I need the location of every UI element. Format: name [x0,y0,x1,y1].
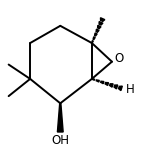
Polygon shape [92,79,95,80]
Polygon shape [95,33,97,36]
Polygon shape [99,22,103,25]
Polygon shape [100,18,105,21]
Text: O: O [114,52,123,65]
Polygon shape [57,103,63,132]
Polygon shape [98,25,101,29]
Polygon shape [105,83,108,85]
Polygon shape [93,37,95,39]
Polygon shape [92,41,93,43]
Polygon shape [96,80,99,82]
Polygon shape [114,85,118,89]
Polygon shape [119,86,122,91]
Text: H: H [126,83,134,96]
Polygon shape [101,81,104,84]
Text: OH: OH [51,134,69,147]
Polygon shape [110,84,113,87]
Polygon shape [96,29,99,32]
